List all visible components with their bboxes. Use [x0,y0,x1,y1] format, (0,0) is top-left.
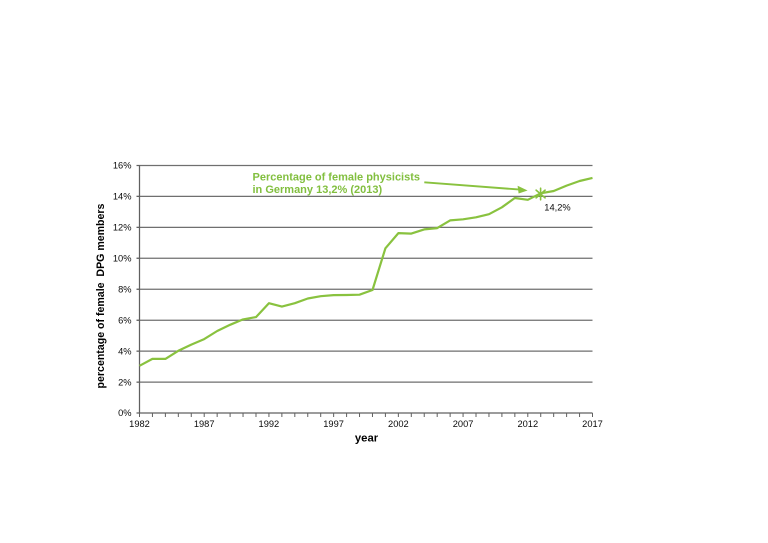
svg-text:16%: 16% [113,161,132,171]
svg-text:14%: 14% [113,192,132,202]
svg-text:2017: 2017 [582,419,603,429]
svg-text:12%: 12% [113,223,132,233]
svg-text:2007: 2007 [453,419,474,429]
svg-text:4%: 4% [118,346,131,356]
svg-text:6%: 6% [118,315,131,325]
svg-text:percentage of female DPG memb: percentage of female DPG members [95,203,107,388]
svg-text:8%: 8% [118,285,131,295]
svg-text:year: year [355,433,379,445]
svg-text:2%: 2% [118,377,131,387]
svg-text:2002: 2002 [388,419,409,429]
svg-text:1992: 1992 [259,419,280,429]
svg-text:1982: 1982 [129,419,150,429]
svg-text:1987: 1987 [194,419,215,429]
svg-text:Percentage of female physicist: Percentage of female physicists [253,171,421,183]
svg-text:10%: 10% [113,254,132,264]
svg-text:0%: 0% [118,408,131,418]
svg-text:in Germany 13,2% (2013): in Germany 13,2% (2013) [253,184,383,196]
svg-text:14,2%: 14,2% [544,202,570,212]
svg-text:1997: 1997 [323,419,344,429]
svg-text:2012: 2012 [517,419,538,429]
